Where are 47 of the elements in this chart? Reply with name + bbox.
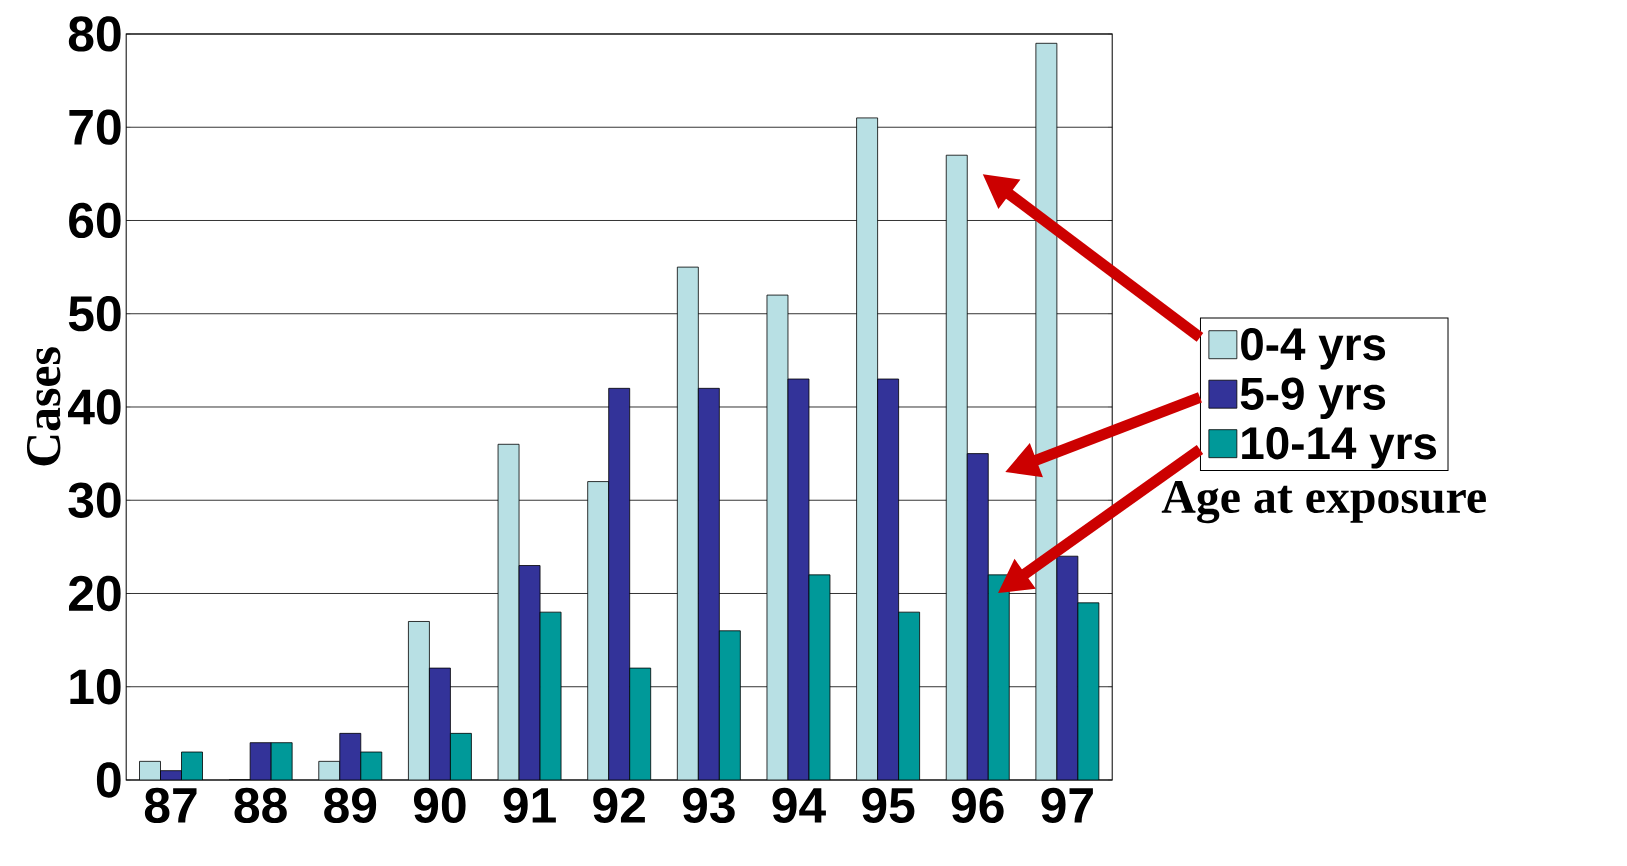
- bar: [808, 574, 831, 780]
- x-tick-label: 94: [772, 787, 826, 824]
- bar: [945, 154, 968, 780]
- bar: [587, 481, 610, 780]
- bar: [697, 387, 720, 780]
- bar: [676, 266, 699, 780]
- bar: [787, 378, 810, 780]
- y-tick-label: 30: [68, 482, 121, 518]
- bar: [718, 630, 741, 780]
- bar: [429, 667, 451, 780]
- bar: [966, 453, 989, 780]
- y-tick-label: 10: [70, 669, 121, 705]
- bar: [766, 294, 789, 780]
- x-tick-label: 97: [1041, 787, 1093, 824]
- bar: [1056, 555, 1079, 780]
- legend-label: 0-4 yrs: [1241, 327, 1386, 370]
- y-tick-label: 80: [68, 16, 121, 52]
- bar: [408, 621, 430, 780]
- x-tick-label: 88: [234, 787, 287, 824]
- bar: [856, 117, 879, 780]
- y-tick-label: 70: [69, 109, 121, 145]
- bar: [339, 732, 362, 780]
- bar: [518, 565, 541, 780]
- bar: [898, 611, 921, 780]
- legend-label: 5-9 yrs: [1240, 377, 1386, 419]
- x-tick-label: 89: [324, 787, 377, 824]
- x-tick-label: 95: [862, 787, 915, 824]
- y-tick-label: 60: [69, 202, 121, 239]
- bar: [497, 443, 520, 780]
- legend-label: 10-14 yrs: [1242, 426, 1437, 469]
- y-tick-label: 0: [96, 762, 121, 798]
- bar: [1077, 602, 1100, 780]
- y-tick-label: 50: [68, 296, 121, 332]
- bar: [450, 732, 472, 780]
- x-tick-label: 87: [144, 787, 197, 824]
- legend-title: Age at exposure: [1161, 481, 1486, 524]
- y-axis-title: Cases: [26, 347, 61, 466]
- x-tick-label: 93: [682, 787, 735, 824]
- y-tick-label: 20: [68, 575, 121, 612]
- x-tick-label: 90: [413, 787, 466, 824]
- bar: [629, 667, 652, 780]
- x-tick-label: 96: [951, 787, 1004, 824]
- bar: [877, 378, 900, 780]
- x-tick-label: 92: [593, 787, 645, 824]
- x-tick-label: 91: [503, 787, 556, 824]
- bar: [608, 387, 631, 780]
- y-tick-label: 40: [68, 389, 121, 425]
